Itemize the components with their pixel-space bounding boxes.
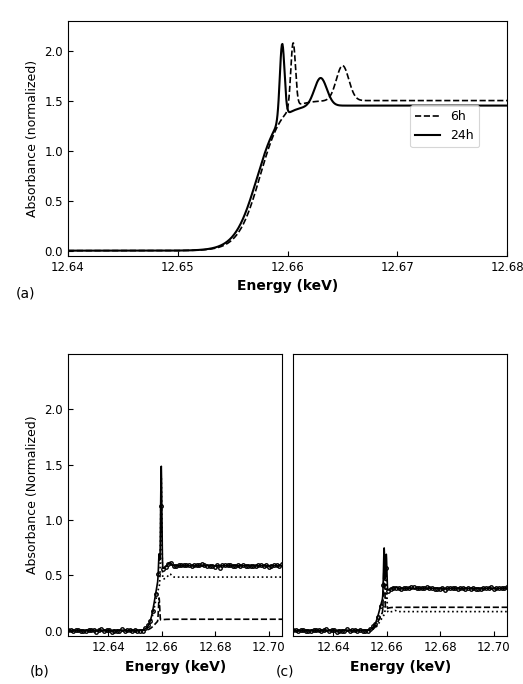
Y-axis label: Absorbance (normalized): Absorbance (normalized) — [26, 60, 39, 217]
X-axis label: Energy (keV): Energy (keV) — [349, 659, 451, 674]
6h — [345, 74, 351, 82]
Line: 24h: 24h — [68, 44, 507, 250]
Text: (a): (a) — [15, 287, 35, 301]
24h — [92, 246, 98, 254]
Y-axis label: Absorbance (Normalized): Absorbance (Normalized) — [26, 416, 39, 575]
Text: (c): (c) — [276, 665, 294, 679]
6h — [65, 246, 71, 254]
6h — [321, 96, 327, 105]
Legend: 6h, 24h: 6h, 24h — [411, 105, 479, 148]
24h — [345, 101, 351, 109]
6h — [332, 79, 338, 88]
24h — [65, 246, 71, 254]
Text: (b): (b) — [29, 665, 49, 679]
6h — [399, 96, 405, 105]
24h — [279, 40, 286, 48]
24h — [321, 77, 327, 86]
24h — [504, 101, 510, 109]
6h — [504, 96, 510, 105]
24h — [332, 100, 338, 108]
X-axis label: Energy (keV): Energy (keV) — [237, 279, 338, 293]
Line: 6h: 6h — [68, 43, 507, 250]
24h — [444, 101, 450, 109]
6h — [444, 96, 450, 105]
X-axis label: Energy (keV): Energy (keV) — [124, 659, 226, 674]
6h — [290, 39, 297, 47]
24h — [399, 101, 405, 109]
6h — [92, 246, 98, 254]
